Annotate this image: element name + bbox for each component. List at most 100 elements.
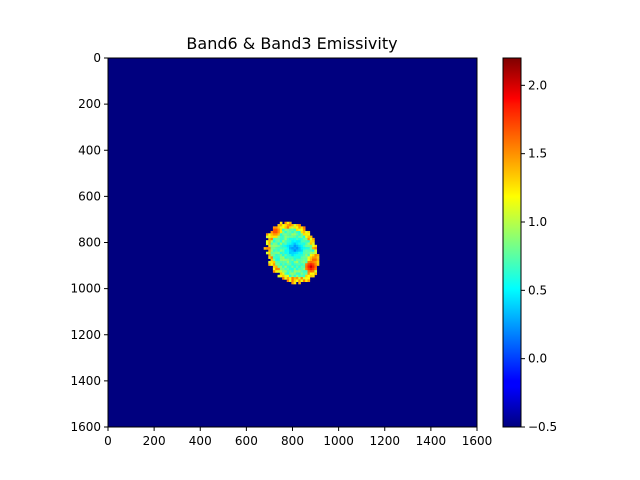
heatmap-cell — [272, 233, 276, 236]
heatmap-cell — [272, 260, 276, 264]
heatmap-cell — [298, 254, 301, 257]
heatmap-cell — [302, 263, 306, 266]
heatmap-cell — [291, 256, 294, 259]
heatmap-cell — [293, 279, 297, 283]
heatmap-cell — [305, 256, 308, 259]
heatmap-cell — [295, 263, 299, 266]
heatmap-cell — [302, 270, 306, 273]
heatmap-cell — [268, 244, 271, 248]
heatmap-cell — [289, 237, 292, 241]
heatmap-cell — [291, 240, 294, 243]
heatmap-cell — [277, 230, 281, 234]
heatmap-cell — [279, 260, 283, 264]
heatmap-cell — [270, 235, 274, 239]
heatmap-cell — [305, 247, 308, 250]
heatmap-cell — [291, 228, 294, 232]
heatmap-cell — [284, 254, 288, 257]
heatmap-cell — [270, 242, 274, 246]
heatmap-cell — [300, 240, 304, 243]
heatmap-cell — [293, 270, 297, 273]
heatmap-cell — [279, 258, 283, 262]
heatmap-cell — [314, 247, 318, 250]
heatmap-cell — [289, 270, 292, 273]
heatmap-cell — [291, 277, 294, 280]
heatmap-cell — [279, 256, 283, 259]
heatmap-cell — [284, 256, 288, 259]
heatmap-cell — [302, 249, 306, 253]
heatmap-cell — [291, 265, 294, 269]
heatmap-cell — [270, 247, 274, 250]
heatmap-cell — [295, 274, 299, 278]
heatmap-cell — [293, 226, 297, 229]
heatmap-cell — [295, 242, 299, 246]
heatmap-cell — [282, 249, 285, 253]
heatmap-cell — [305, 254, 308, 257]
heatmap-cell — [309, 240, 313, 243]
heatmap-cell — [295, 251, 299, 255]
heatmap-cell — [307, 251, 311, 255]
heatmap-cell — [286, 258, 290, 262]
heatmap-cell — [282, 230, 285, 234]
heatmap-cell — [289, 277, 292, 280]
heatmap-cell — [275, 254, 278, 257]
heatmap-cell — [289, 242, 292, 246]
colorbar-tick-label: −0.5 — [528, 420, 557, 434]
heatmap-cell — [268, 240, 271, 243]
heatmap-cell — [291, 281, 294, 285]
heatmap-cell — [275, 251, 278, 255]
heatmap-cell — [312, 242, 315, 246]
heatmap-cell — [302, 279, 306, 283]
heatmap-cell — [293, 240, 297, 243]
heatmap-cell — [298, 235, 301, 239]
heatmap-cell — [268, 251, 271, 255]
heatmap-cell — [289, 260, 292, 264]
heatmap-cell — [298, 270, 301, 273]
heatmap-cell — [295, 279, 299, 283]
heatmap-cell — [316, 263, 320, 266]
heatmap-cell — [305, 270, 308, 273]
heatmap-cell — [286, 226, 290, 229]
heatmap-cell — [284, 230, 288, 234]
heatmap-cell — [305, 272, 308, 276]
heatmap-cell — [312, 237, 315, 241]
heatmap-cell — [268, 235, 271, 239]
heatmap-cell — [284, 249, 288, 253]
heatmap-cell — [305, 240, 308, 243]
heatmap-cell — [293, 228, 297, 232]
heatmap-cell — [314, 265, 318, 269]
heatmap-cell — [286, 233, 290, 236]
heatmap-cell — [307, 272, 311, 276]
heatmap-cell — [286, 251, 290, 255]
heatmap-cell — [275, 249, 278, 253]
heatmap-cell — [275, 244, 278, 248]
heatmap-cell — [272, 256, 276, 259]
heatmap-cell — [284, 247, 288, 250]
heatmap-cell — [314, 263, 318, 266]
heatmap-cell — [284, 244, 288, 248]
heatmap-cell — [282, 237, 285, 241]
heatmap-cell — [312, 240, 315, 243]
heatmap-cell — [282, 272, 285, 276]
heatmap-cell — [300, 274, 304, 278]
colorbar-gradient — [502, 57, 522, 428]
heatmap-cell — [291, 263, 294, 266]
heatmap-cell — [298, 265, 301, 269]
heatmap-cell — [272, 237, 276, 241]
heatmap-cell — [282, 251, 285, 255]
heatmap-cell — [307, 247, 311, 250]
heatmap-cell — [293, 224, 297, 227]
heatmap-cell — [268, 247, 271, 250]
heatmap-cell — [282, 265, 285, 269]
heatmap-cell — [272, 242, 276, 246]
heatmap-cell — [282, 242, 285, 246]
heatmap-cell — [295, 235, 299, 239]
heatmap-cell — [272, 249, 276, 253]
heatmap-cell — [277, 267, 281, 271]
heatmap-cell — [268, 233, 271, 236]
heatmap-cell — [282, 247, 285, 250]
heatmap-cell — [275, 235, 278, 239]
heatmap-cell — [316, 256, 320, 259]
heatmap-cell — [309, 251, 313, 255]
heatmap-cell — [284, 221, 288, 225]
heatmap-cell — [298, 230, 301, 234]
